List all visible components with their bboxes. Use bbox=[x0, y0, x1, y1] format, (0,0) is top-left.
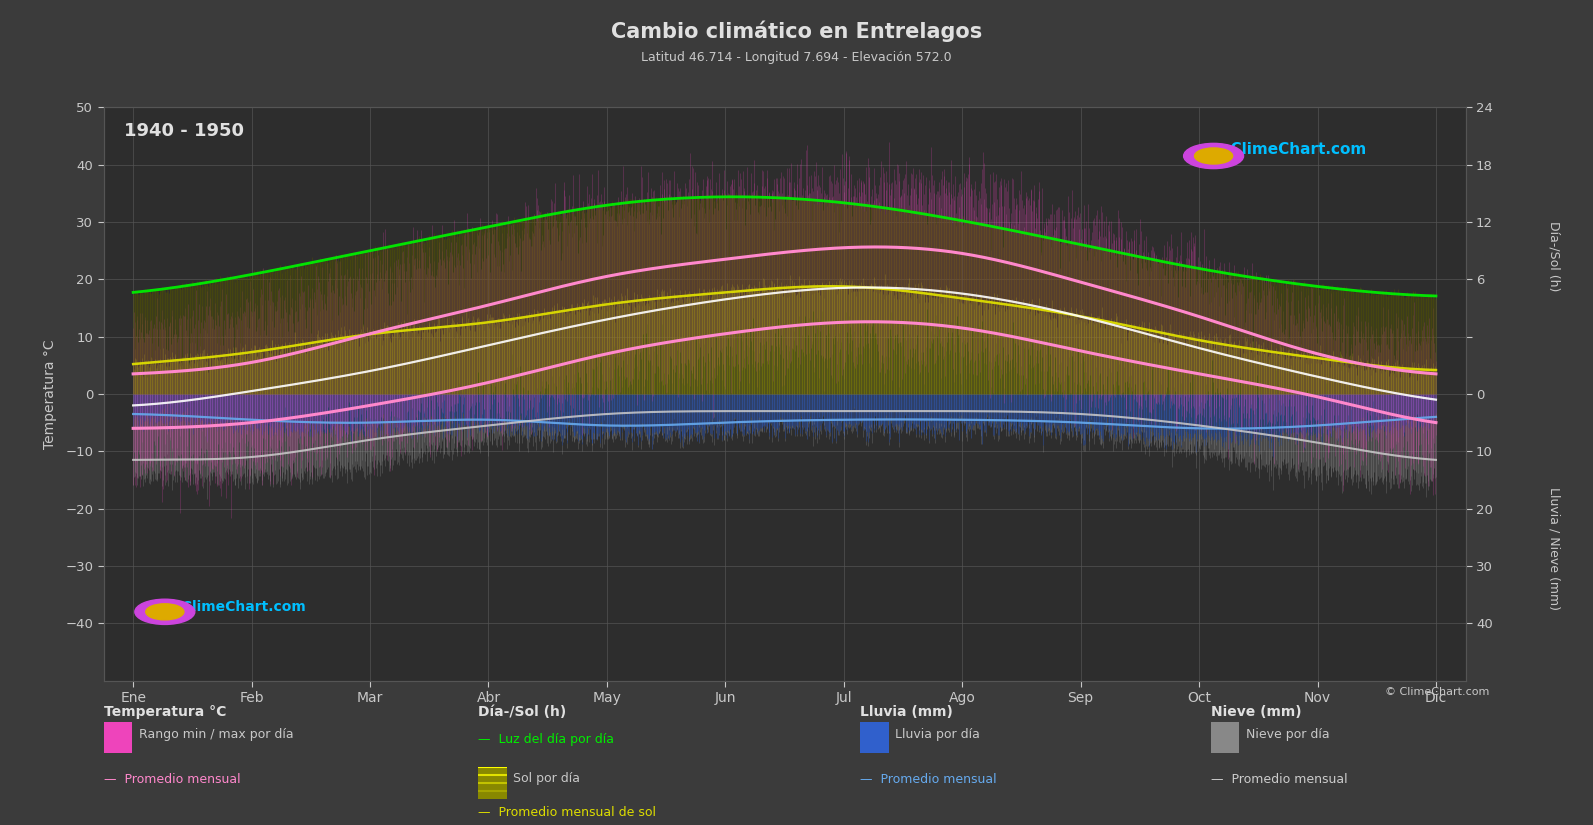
Text: Nieve (mm): Nieve (mm) bbox=[1211, 705, 1301, 719]
Text: Lluvia por día: Lluvia por día bbox=[895, 728, 980, 741]
Text: —  Promedio mensual de sol: — Promedio mensual de sol bbox=[478, 806, 656, 819]
Circle shape bbox=[135, 599, 194, 625]
Text: Latitud 46.714 - Longitud 7.694 - Elevación 572.0: Latitud 46.714 - Longitud 7.694 - Elevac… bbox=[642, 51, 951, 64]
Text: —  Promedio mensual: — Promedio mensual bbox=[1211, 773, 1348, 786]
Text: Lluvia / Nieve (mm): Lluvia / Nieve (mm) bbox=[1547, 488, 1561, 610]
Text: Día-/Sol (h): Día-/Sol (h) bbox=[478, 705, 566, 719]
Text: Cambio climático en Entrelagos: Cambio climático en Entrelagos bbox=[610, 21, 983, 42]
Text: ClimeChart.com: ClimeChart.com bbox=[1220, 142, 1367, 157]
Text: Sol por día: Sol por día bbox=[513, 772, 580, 785]
Text: —  Luz del día por día: — Luz del día por día bbox=[478, 733, 613, 746]
Text: —  Promedio mensual: — Promedio mensual bbox=[860, 773, 997, 786]
Text: Temperatura °C: Temperatura °C bbox=[104, 705, 226, 719]
Circle shape bbox=[1195, 148, 1233, 164]
Text: Lluvia (mm): Lluvia (mm) bbox=[860, 705, 953, 719]
Circle shape bbox=[147, 604, 183, 620]
Text: —  Promedio mensual: — Promedio mensual bbox=[104, 773, 241, 786]
Text: ClimeChart.com: ClimeChart.com bbox=[172, 601, 306, 615]
Y-axis label: Temperatura °C: Temperatura °C bbox=[43, 339, 57, 449]
Circle shape bbox=[1184, 144, 1244, 168]
Text: © ClimeChart.com: © ClimeChart.com bbox=[1384, 687, 1489, 697]
Text: Rango min / max por día: Rango min / max por día bbox=[139, 728, 293, 741]
Text: Día-/Sol (h): Día-/Sol (h) bbox=[1547, 221, 1561, 291]
Text: 1940 - 1950: 1940 - 1950 bbox=[124, 121, 244, 139]
Text: Nieve por día: Nieve por día bbox=[1246, 728, 1329, 741]
